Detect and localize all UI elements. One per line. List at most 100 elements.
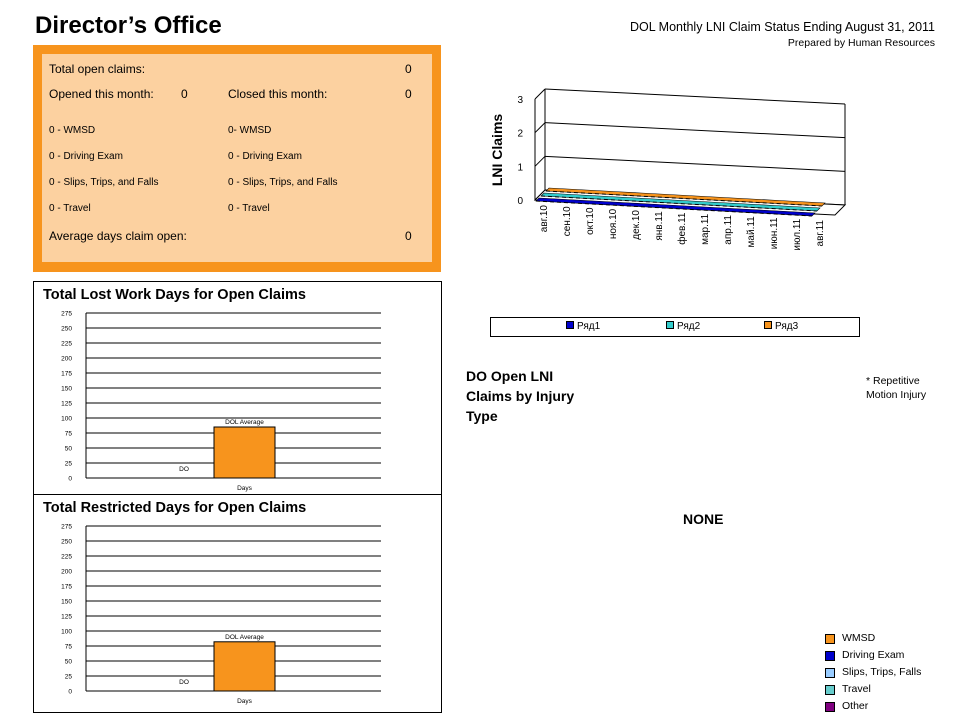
y-tick-label: 50	[65, 446, 73, 453]
data-label-do: DO	[179, 466, 189, 473]
bar-dol-average	[213, 641, 276, 692]
report-subtitle: Prepared by Human Resources	[787, 37, 935, 49]
restricted-days-panel: 0 25 50 75 100 125 150 175 200 225 250 275 DO DOL Ave…	[33, 494, 442, 713]
legend-item-series-2: Ряд2	[666, 321, 700, 332]
y-tick-label: 25	[65, 674, 73, 681]
legend-label: Driving Exam	[842, 649, 905, 661]
x-tick-label: окт.10	[585, 207, 596, 235]
y-tick-label: 50	[65, 659, 73, 666]
closed-item: 0 - Slips, Trips, and Falls	[228, 177, 338, 188]
closed-item: 0- WMSD	[228, 125, 272, 136]
x-tick-label: мар.11	[700, 213, 711, 245]
legend-swatch	[566, 321, 574, 329]
claims-summary-box: Total open claims: 0 Opened this month: …	[33, 45, 441, 272]
bar-dol-average	[213, 426, 276, 479]
side-gridline	[534, 122, 546, 134]
legend-label: WMSD	[842, 632, 876, 644]
legend-label: Travel	[842, 683, 871, 695]
x-tick-label: ноя.10	[608, 208, 619, 239]
legend-swatch	[825, 634, 835, 644]
legend-swatch	[764, 321, 772, 329]
repetitive-motion-note: * Repetitive Motion Injury	[866, 375, 927, 401]
claims-summary-inner: Total open claims: 0 Opened this month: …	[42, 54, 432, 262]
none-label: NONE	[683, 511, 724, 527]
y-tick-label: 275	[61, 524, 72, 531]
side-gridline	[534, 155, 546, 167]
legend-label: Ряд2	[677, 321, 701, 332]
x-axis-label: Days	[237, 698, 253, 705]
y-tick-label: 175	[61, 371, 72, 378]
y-tick-label: 3	[517, 95, 523, 106]
do-injury-title: DO Open LNI Claims by Injury Type	[466, 368, 575, 424]
y-tick-label: 75	[65, 431, 73, 438]
legend-label: Slips, Trips, Falls	[842, 666, 922, 678]
opened-item: 0 - Slips, Trips, and Falls	[49, 177, 159, 188]
total-open-label: Total open claims:	[49, 62, 146, 76]
legend-swatch	[825, 668, 835, 678]
avg-days-value: 0	[405, 229, 412, 243]
data-label-dol-average: DOL Average	[225, 419, 264, 426]
gridline	[544, 122, 846, 139]
y-tick-label: 1	[517, 162, 523, 173]
legend-item-series-1: Ряд1	[566, 321, 600, 332]
x-axis-label: Days	[237, 485, 253, 492]
legend-label: Ряд1	[577, 321, 601, 332]
y-tick-label: 250	[61, 539, 72, 546]
y-tick-label: 25	[65, 461, 73, 468]
y-tick-label: 225	[61, 341, 72, 348]
y-tick-label: 200	[61, 356, 72, 363]
y-tick-label: 225	[61, 554, 72, 561]
closed-month-label: Closed this month:	[228, 87, 328, 101]
data-label-dol-average: DOL Average	[225, 634, 264, 641]
opened-item: 0 - Travel	[49, 203, 91, 214]
opened-month-label: Opened this month:	[49, 87, 154, 101]
total-open-value: 0	[405, 62, 412, 76]
y-tick-label: 150	[61, 599, 72, 606]
lni-legend: Ряд1 Ряд2 Ряд3	[490, 317, 860, 337]
gridline	[544, 88, 846, 105]
y-tick-label: 125	[61, 401, 72, 408]
y-tick-label: 2	[517, 129, 523, 140]
y-tick-label: 275	[61, 311, 72, 318]
x-tick-label: янв.11	[654, 211, 665, 241]
x-tick-label: июн.11	[769, 217, 780, 249]
opened-month-value: 0	[181, 87, 188, 101]
page-title: Director’s Office	[35, 12, 222, 39]
side-gridline	[534, 88, 546, 100]
legend-label: Ряд3	[775, 321, 799, 332]
x-tick-label: авг.11	[815, 220, 826, 247]
x-tick-label: апр.11	[723, 215, 734, 245]
y-tick-label: 175	[61, 584, 72, 591]
closed-month-value: 0	[405, 87, 412, 101]
y-tick-label: 100	[61, 629, 72, 636]
avg-days-label: Average days claim open:	[49, 229, 187, 243]
data-label-do: DO	[179, 679, 189, 686]
y-tick-label: 125	[61, 614, 72, 621]
x-tick-label: июл.11	[792, 218, 803, 250]
y-tick-label: 150	[61, 386, 72, 393]
opened-item: 0 - Driving Exam	[49, 151, 123, 162]
lost-work-days-title: Total Lost Work Days for Open Claims	[43, 287, 306, 303]
x-tick-label: дек.10	[631, 210, 642, 240]
closed-item: 0 - Driving Exam	[228, 151, 302, 162]
legend-label: Other	[842, 700, 869, 712]
lost-work-days-chart: 0 25 50 75 100 125 150 175 200 225 250 275 DO DOL Ave…	[61, 311, 381, 492]
y-axis-title: LNI Claims	[489, 114, 505, 187]
x-tick-label: сен.10	[562, 206, 573, 236]
y-tick-label: 0	[68, 476, 72, 483]
y-tick-label: 250	[61, 326, 72, 333]
restricted-days-chart: 0 25 50 75 100 125 150 175 200 225 250 275 DO DOL Ave…	[61, 524, 381, 705]
gridline	[544, 155, 846, 172]
legend-swatch	[825, 702, 835, 712]
restricted-days-title: Total Restricted Days for Open Claims	[43, 500, 307, 516]
closed-item: 0 - Travel	[228, 203, 270, 214]
lni-claims-chart: 0 1 2 3 авг.10 сен.10 окт.10 ноя.10 дек.10 янв.11…	[489, 88, 847, 251]
legend-swatch	[666, 321, 674, 329]
y-tick-label: 75	[65, 644, 73, 651]
y-tick-label: 0	[68, 689, 72, 696]
x-tick-label: фев.11	[676, 212, 688, 245]
y-tick-label: 0	[517, 196, 523, 207]
lost-work-days-panel: 0 25 50 75 100 125 150 175 200 225 250 275 DO DOL Ave…	[33, 281, 442, 495]
y-tick-label: 200	[61, 569, 72, 576]
report-title: DOL Monthly LNI Claim Status Ending Augu…	[629, 20, 935, 34]
